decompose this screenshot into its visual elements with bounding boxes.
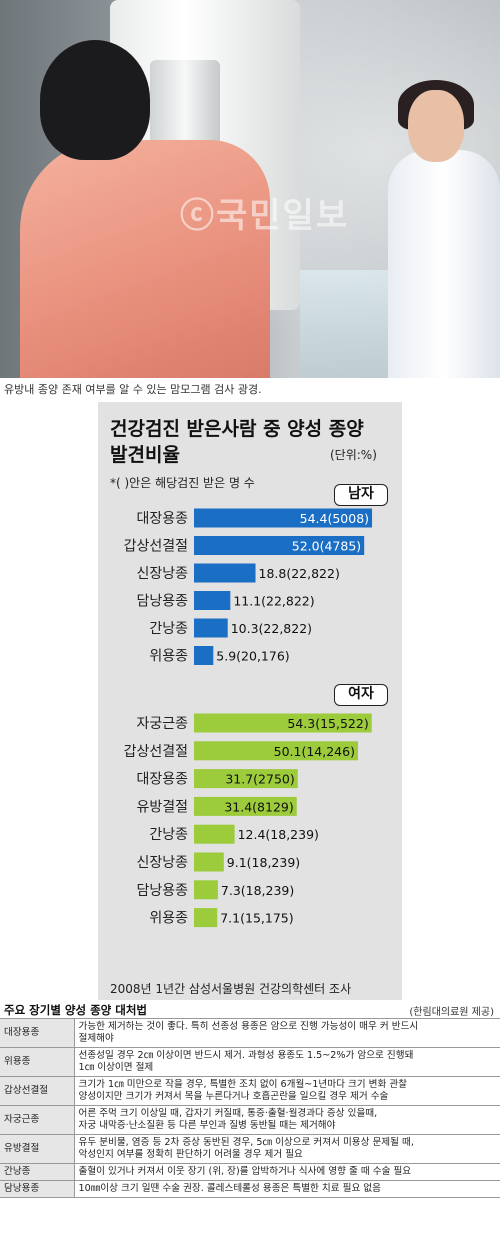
treatment-desc-line: 양성이지만 크기가 커져서 목을 누른다거나 호흡곤란을 일으킬 경우 제거 수… — [78, 1091, 389, 1102]
treatment-desc: 가능한 제거하는 것이 좋다. 특히 선종성 용종은 암으로 진행 가능성이 매… — [74, 1018, 500, 1048]
treatment-desc: 10㎜이상 크기 일땐 수술 권장. 콜레스테롤성 용종은 특별한 치료 필요 … — [74, 1180, 500, 1198]
table-row: 갑상선결절 크기가 1㎝ 미만으로 작을 경우, 특별한 조치 없이 6개월~1년… — [0, 1076, 500, 1106]
bar — [194, 563, 256, 583]
data-label: 7.3(18,239) — [221, 883, 294, 898]
bar — [194, 852, 224, 872]
data-label: 12.4(18,239) — [238, 827, 319, 842]
treatment-desc-line: 출혈이 있거나 커져서 이웃 장기 (위, 장)를 압박하거나 식사에 영향 줄… — [78, 1166, 412, 1177]
data-label: 18.8(22,822) — [259, 566, 340, 581]
bar — [194, 536, 365, 555]
category-label: 간낭종 — [149, 621, 188, 637]
organ-name: 대장용종 — [0, 1018, 75, 1048]
bar — [194, 908, 218, 928]
category-label: 신장낭종 — [136, 566, 188, 582]
bar-chart: 대장용종 54.4(5008) 갑상선결절 52.0(4785) 신장낭종 18.8(22… — [124, 508, 373, 928]
bar — [194, 880, 218, 900]
category-label: 간낭종 — [149, 827, 188, 843]
chart-card: 건강검진 받은사람 중 양성 종양 발견비율 (단위:%) *( )안은 해당검… — [98, 402, 402, 1000]
treatment-desc-line: 유두 분비물, 염증 등 2차 증상 동반된 경우, 5㎝ 이상으로 커져서 미… — [78, 1137, 414, 1148]
category-label: 유방결절 — [136, 799, 188, 815]
data-label: 31.4(8129) — [224, 799, 293, 814]
treatment-desc-line: 1㎝ 이상이면 절제 — [78, 1062, 154, 1073]
chart-source: 2008년 1년간 삼성서울병원 건강의학센터 조사 — [110, 982, 352, 996]
category-label: 담낭용종 — [136, 594, 188, 610]
bar — [194, 508, 373, 528]
organ-name: 유방결절 — [0, 1134, 75, 1164]
table-credit: (한림대의료원 제공) — [409, 1007, 494, 1018]
category-label: 자궁근종 — [136, 716, 188, 732]
chart-title-line2: 발견비율 — [110, 444, 180, 466]
bar — [194, 796, 297, 816]
data-label: 7.1(15,175) — [220, 911, 293, 926]
table-row: 간낭종 출혈이 있거나 커져서 이웃 장기 (위, 장)를 압박하거나 식사에 영… — [0, 1163, 500, 1181]
photo-watermark: ⓒ국민일보 — [180, 196, 350, 236]
treatment-desc-line: 자궁 내막증·난소질환 등 다른 부인과 질병 동반될 때는 제거해야 — [78, 1120, 336, 1131]
bar — [194, 591, 231, 610]
section-tag-female: 여자 — [334, 684, 388, 706]
data-label: 9.1(18,239) — [227, 855, 300, 870]
bar — [194, 769, 298, 789]
section-tag-male: 남자 — [334, 484, 388, 506]
chart-note: *( )안은 해당검진 받은 명 수 — [110, 476, 255, 490]
chart-title: 건강검진 받은사람 중 양성 종양 발견비율 — [110, 416, 395, 468]
mammogram-photo: ⓒ국민일보 — [0, 0, 500, 378]
organ-name: 갑상선결절 — [0, 1076, 75, 1106]
chart-unit: (단위:%) — [330, 448, 377, 462]
category-label: 갑상선결절 — [124, 744, 188, 760]
data-label: 11.1(22,822) — [233, 594, 314, 609]
treatment-desc: 출혈이 있거나 커져서 이웃 장기 (위, 장)를 압박하거나 식사에 영향 줄… — [74, 1163, 500, 1181]
bar — [194, 618, 228, 638]
organ-name: 간낭종 — [0, 1163, 75, 1181]
data-label: 54.3(15,522) — [287, 716, 368, 731]
treatment-desc-line: 악성인지 여부를 정확히 판단하기 어려울 경우 제거 필요 — [78, 1149, 303, 1160]
treatment-desc: 크기가 1㎝ 미만으로 작을 경우, 특별한 조치 없이 6개월~1년마다 크기… — [74, 1076, 500, 1106]
treatment-desc-line: 가능한 제거하는 것이 좋다. 특히 선종성 용종은 암으로 진행 가능성이 매… — [78, 1021, 419, 1032]
bar — [194, 713, 372, 733]
organ-name: 자궁근종 — [0, 1105, 75, 1135]
treatment-desc: 어른 주먹 크기 이상일 때, 갑자기 커질때, 통증·출혈·월경과다 증상 있… — [74, 1105, 500, 1135]
category-label: 갑상선결절 — [124, 539, 188, 555]
organ-name: 위용종 — [0, 1047, 75, 1077]
photo-caption: 유방내 종양 존재 여부를 알 수 있는 맘모그램 검사 광경. — [0, 379, 500, 401]
table-title: 주요 장기별 양성 종양 대처법 — [4, 1003, 147, 1017]
treatment-desc-line: 절제해야 — [78, 1033, 114, 1044]
treatment-desc-line: 어른 주먹 크기 이상일 때, 갑자기 커질때, 통증·출혈·월경과다 증상 있… — [78, 1108, 378, 1119]
treatment-desc: 유두 분비물, 염증 등 2차 증상 동반된 경우, 5㎝ 이상으로 커져서 미… — [74, 1134, 500, 1164]
data-label: 10.3(22,822) — [231, 621, 312, 636]
data-label: 50.1(14,246) — [274, 744, 355, 759]
data-label: 31.7(2750) — [225, 772, 294, 787]
doctor-figure — [388, 150, 500, 378]
bar — [194, 646, 214, 665]
chart-title-line1: 건강검진 받은사람 중 양성 종양 — [110, 418, 364, 440]
patient-hair — [40, 40, 150, 160]
table-row: 자궁근종 어른 주먹 크기 이상일 때, 갑자기 커질때, 통증·출혈·월경과다 … — [0, 1105, 500, 1135]
category-label: 대장용종 — [136, 772, 188, 788]
doctor-face — [408, 90, 464, 162]
data-label: 52.0(4785) — [292, 539, 361, 554]
category-label: 담낭용종 — [136, 883, 188, 899]
category-label: 위용종 — [149, 911, 188, 927]
patient-figure — [20, 140, 270, 378]
treatment-desc-line: 선종성일 경우 2㎝ 이상이면 반드시 제거. 과형성 용종도 1.5~2%가 … — [78, 1050, 414, 1061]
tumor-treatment-table: 대장용종 가능한 제거하는 것이 좋다. 특히 선종성 용종은 암으로 진행 가능… — [0, 1018, 500, 1198]
treatment-desc-line: 크기가 1㎝ 미만으로 작을 경우, 특별한 조치 없이 6개월~1년마다 크기… — [78, 1079, 408, 1090]
table-row: 위용종 선종성일 경우 2㎝ 이상이면 반드시 제거. 과형성 용종도 1.5~2… — [0, 1047, 500, 1077]
bar — [194, 824, 235, 844]
treatment-desc: 선종성일 경우 2㎝ 이상이면 반드시 제거. 과형성 용종도 1.5~2%가 … — [74, 1047, 500, 1077]
category-label: 신장낭종 — [136, 855, 188, 871]
treatment-desc-line: 10㎜이상 크기 일땐 수술 권장. 콜레스테롤성 용종은 특별한 치료 필요 … — [78, 1183, 381, 1194]
category-label: 위용종 — [149, 649, 188, 665]
data-label: 5.9(20,176) — [216, 649, 289, 664]
table-row: 담낭용종 10㎜이상 크기 일땐 수술 권장. 콜레스테롤성 용종은 특별한 치료… — [0, 1180, 500, 1198]
organ-name: 담낭용종 — [0, 1180, 75, 1198]
bar — [194, 741, 358, 761]
category-label: 대장용종 — [136, 511, 188, 527]
table-row: 대장용종 가능한 제거하는 것이 좋다. 특히 선종성 용종은 암으로 진행 가능… — [0, 1018, 500, 1048]
data-label: 54.4(5008) — [300, 511, 369, 526]
table-row: 유방결절 유두 분비물, 염증 등 2차 증상 동반된 경우, 5㎝ 이상으로 커… — [0, 1134, 500, 1164]
